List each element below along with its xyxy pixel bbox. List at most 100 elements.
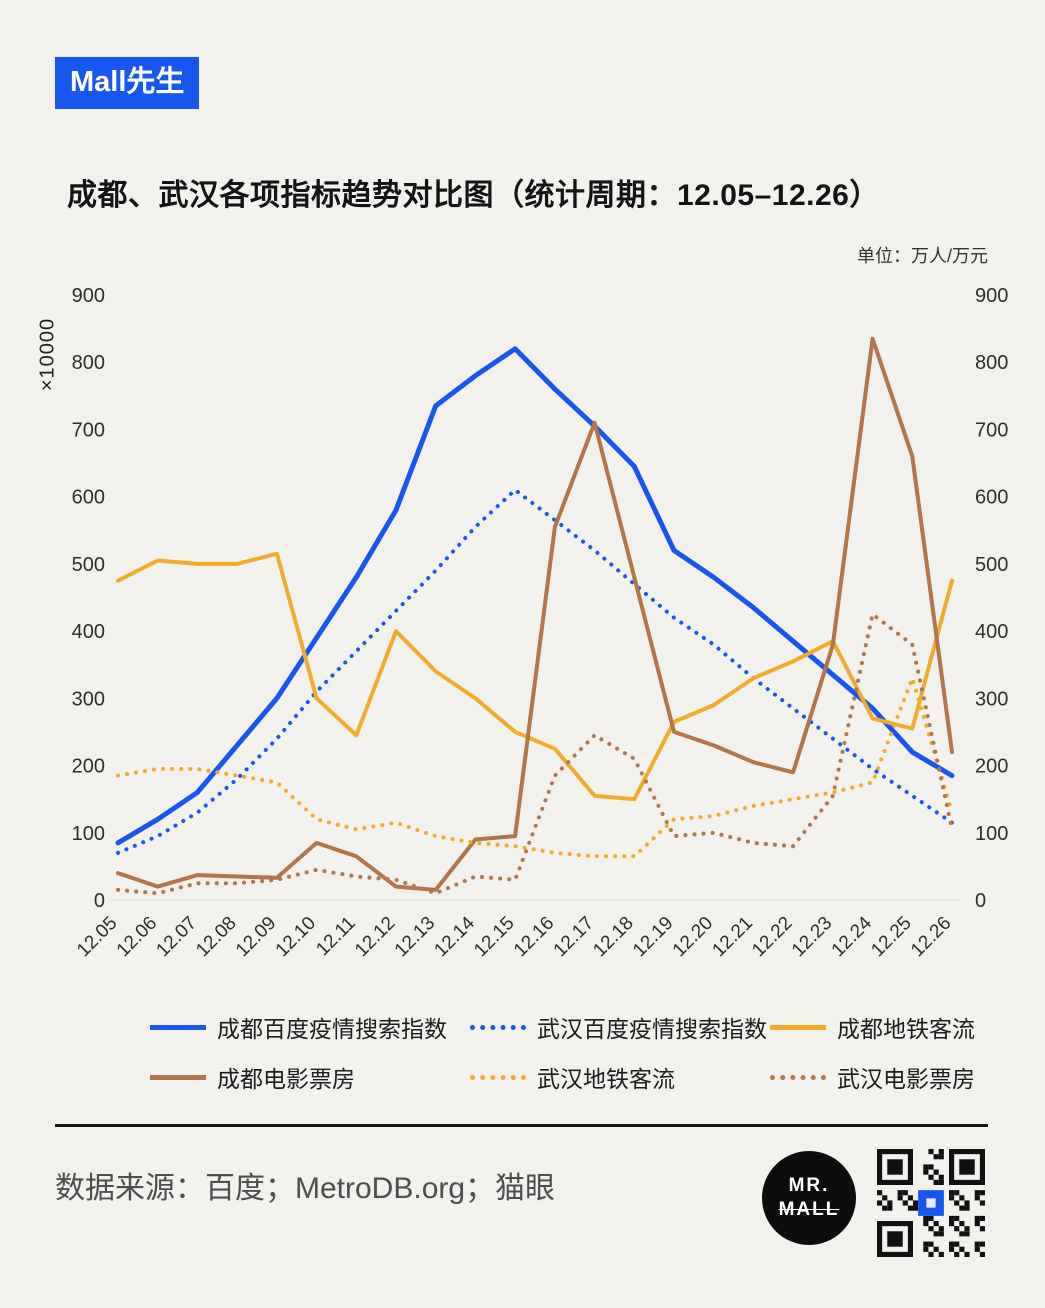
qr-module (923, 1221, 929, 1227)
qr-module (964, 1226, 970, 1232)
qr-module (933, 1221, 939, 1227)
y-tick-label-right: 400 (975, 621, 1008, 643)
x-tick-label: 12.10 (272, 913, 320, 961)
qr-module (933, 1246, 939, 1252)
qr-module (979, 1190, 985, 1196)
qr-module (949, 1246, 955, 1252)
qr-module (933, 1169, 939, 1175)
qr-module (923, 1169, 929, 1175)
qr-module (949, 1221, 955, 1227)
legend-line-sample-icon (470, 1024, 526, 1030)
qr-module (964, 1251, 970, 1257)
qr-module (907, 1195, 913, 1201)
qr-module (887, 1200, 893, 1206)
y-tick-label-right: 800 (975, 352, 1008, 374)
qr-module (938, 1226, 944, 1232)
y-tick-label-right: 200 (975, 756, 1008, 778)
x-tick-label: 12.18 (589, 913, 637, 961)
x-tick-label: 12.20 (669, 913, 717, 961)
qr-module (949, 1190, 955, 1196)
legend-item-chengdu-baidu: 成都百度疫情搜索指数 (150, 1010, 470, 1044)
qr-module (974, 1241, 980, 1247)
y-tick-label-right: 700 (975, 419, 1008, 441)
qr-module (902, 1200, 908, 1206)
qr-module (954, 1215, 960, 1221)
series-line-0 (115, 346, 955, 846)
series-line-4 (116, 676, 954, 859)
x-tick-label: 12.22 (748, 913, 796, 961)
qr-module (933, 1179, 939, 1185)
qr-module (979, 1226, 985, 1232)
qr-code (877, 1149, 985, 1257)
qr-module (954, 1190, 960, 1196)
qr-module (964, 1231, 970, 1237)
x-tick-label: 12.24 (828, 912, 877, 961)
legend-line-sample-icon (470, 1074, 526, 1080)
legend-item-wuhan-metro: 武汉地铁客流 (470, 1060, 770, 1094)
y-tick-label-right: 600 (975, 487, 1008, 509)
qr-module (949, 1195, 955, 1201)
qr-module (979, 1241, 985, 1247)
qr-module (938, 1231, 944, 1237)
legend-label: 成都百度疫情搜索指数 (217, 1016, 447, 1042)
qr-module (938, 1174, 944, 1180)
qr-module (954, 1226, 960, 1232)
qr-module (897, 1195, 903, 1201)
qr-module (887, 1205, 893, 1211)
qr-module (979, 1251, 985, 1257)
legend-label: 武汉地铁客流 (537, 1066, 675, 1092)
x-tick-label: 12.08 (192, 913, 240, 961)
unit-note: 单位：万人/万元 (856, 246, 988, 266)
x-tick-label: 12.05 (73, 913, 121, 961)
series-line-2 (116, 551, 954, 802)
qr-module (959, 1205, 965, 1211)
qr-module (954, 1241, 960, 1247)
data-source-text: 数据来源：百度；MetroDB.org；猫眼 (55, 1172, 556, 1205)
qr-module (928, 1174, 934, 1180)
qr-module (979, 1200, 985, 1206)
qr-module (907, 1205, 913, 1211)
y-tick-label-left: 600 (72, 487, 105, 509)
legend-line-sample-icon (150, 1024, 206, 1030)
qr-module (974, 1190, 980, 1196)
qr-finder (887, 1159, 903, 1175)
qr-module (974, 1215, 980, 1221)
qr-module (959, 1195, 965, 1201)
x-tick-label: 12.23 (788, 913, 836, 961)
qr-code-svg (877, 1149, 985, 1257)
y-tick-label-right: 300 (975, 688, 1008, 710)
qr-module (959, 1221, 965, 1227)
qr-module (959, 1231, 965, 1237)
qr-module (877, 1190, 883, 1196)
x-tick-label: 12.19 (629, 913, 677, 961)
y-tick-label-left: 500 (72, 554, 105, 576)
qr-module (964, 1205, 970, 1211)
x-tick-label: 12.11 (312, 913, 359, 960)
y-tick-label-left: 400 (72, 621, 105, 643)
qr-module (877, 1200, 883, 1206)
y-tick-label-left: 200 (72, 756, 105, 778)
qr-module (902, 1190, 908, 1196)
legend-label: 成都电影票房 (217, 1066, 355, 1092)
y-tick-label-left: 100 (72, 823, 105, 845)
y-tick-label-right: 0 (975, 890, 986, 912)
qr-module (949, 1241, 955, 1247)
qr-module (933, 1154, 939, 1160)
chart-svg: 0 0 100 100 200 200 300 300 400 400 500 500 600 600 70… (72, 285, 1009, 961)
qr-module (923, 1241, 929, 1247)
qr-module (954, 1200, 960, 1206)
y-tick-label-right: 500 (975, 554, 1008, 576)
qr-finder (887, 1231, 903, 1247)
logo-text-line2: MALL (778, 1199, 840, 1220)
qr-module (882, 1195, 888, 1201)
qr-module (882, 1205, 888, 1211)
legend-item-chengdu-boxoffice: 成都电影票房 (150, 1060, 470, 1094)
qr-module (933, 1231, 939, 1237)
legend-line-sample-icon (150, 1074, 206, 1080)
qr-module (928, 1241, 934, 1247)
x-tick-label: 12.06 (113, 913, 161, 961)
qr-center-logo (926, 1198, 936, 1208)
legend-label: 武汉电影票房 (837, 1066, 975, 1092)
qr-module (928, 1164, 934, 1170)
qr-module (923, 1246, 929, 1252)
